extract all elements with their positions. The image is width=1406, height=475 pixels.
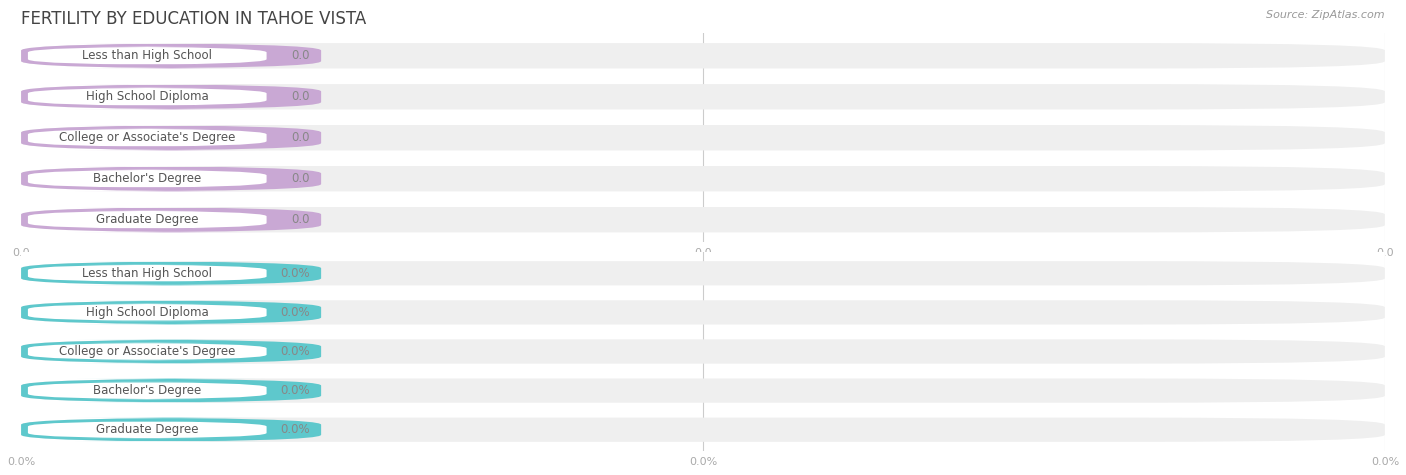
Text: 0.0: 0.0 [291,90,311,103]
FancyBboxPatch shape [21,166,321,191]
FancyBboxPatch shape [28,421,267,438]
FancyBboxPatch shape [28,382,267,399]
FancyBboxPatch shape [21,418,1385,442]
FancyBboxPatch shape [21,339,1385,364]
Text: Less than High School: Less than High School [82,267,212,280]
Text: Bachelor's Degree: Bachelor's Degree [93,384,201,397]
Text: Less than High School: Less than High School [82,49,212,62]
Text: 0.0: 0.0 [291,172,311,185]
Text: 0.0%: 0.0% [281,267,311,280]
FancyBboxPatch shape [21,84,1385,109]
FancyBboxPatch shape [28,87,267,106]
FancyBboxPatch shape [28,129,267,147]
Text: High School Diploma: High School Diploma [86,90,208,103]
Text: 0.0: 0.0 [291,49,311,62]
FancyBboxPatch shape [21,125,321,151]
FancyBboxPatch shape [21,43,1385,68]
FancyBboxPatch shape [21,84,321,109]
Text: 0.0: 0.0 [291,213,311,226]
FancyBboxPatch shape [21,166,1385,191]
FancyBboxPatch shape [21,339,321,364]
FancyBboxPatch shape [21,300,321,324]
FancyBboxPatch shape [28,343,267,360]
FancyBboxPatch shape [28,210,267,229]
Text: 0.0%: 0.0% [281,345,311,358]
FancyBboxPatch shape [21,418,321,442]
FancyBboxPatch shape [21,379,321,403]
Text: 0.0%: 0.0% [281,384,311,397]
Text: 0.0: 0.0 [291,131,311,144]
Text: Source: ZipAtlas.com: Source: ZipAtlas.com [1267,10,1385,19]
Text: College or Associate's Degree: College or Associate's Degree [59,345,235,358]
FancyBboxPatch shape [21,207,1385,232]
Text: FERTILITY BY EDUCATION IN TAHOE VISTA: FERTILITY BY EDUCATION IN TAHOE VISTA [21,10,367,28]
FancyBboxPatch shape [21,300,1385,324]
Text: Bachelor's Degree: Bachelor's Degree [93,172,201,185]
FancyBboxPatch shape [21,261,321,285]
FancyBboxPatch shape [28,170,267,188]
FancyBboxPatch shape [21,43,321,68]
Text: Graduate Degree: Graduate Degree [96,423,198,436]
FancyBboxPatch shape [21,379,1385,403]
Text: 0.0%: 0.0% [281,423,311,436]
FancyBboxPatch shape [28,47,267,65]
FancyBboxPatch shape [28,304,267,321]
FancyBboxPatch shape [28,265,267,282]
Text: College or Associate's Degree: College or Associate's Degree [59,131,235,144]
Text: High School Diploma: High School Diploma [86,306,208,319]
Text: 0.0%: 0.0% [281,306,311,319]
FancyBboxPatch shape [21,125,1385,151]
FancyBboxPatch shape [21,207,321,232]
Text: Graduate Degree: Graduate Degree [96,213,198,226]
FancyBboxPatch shape [21,261,1385,285]
